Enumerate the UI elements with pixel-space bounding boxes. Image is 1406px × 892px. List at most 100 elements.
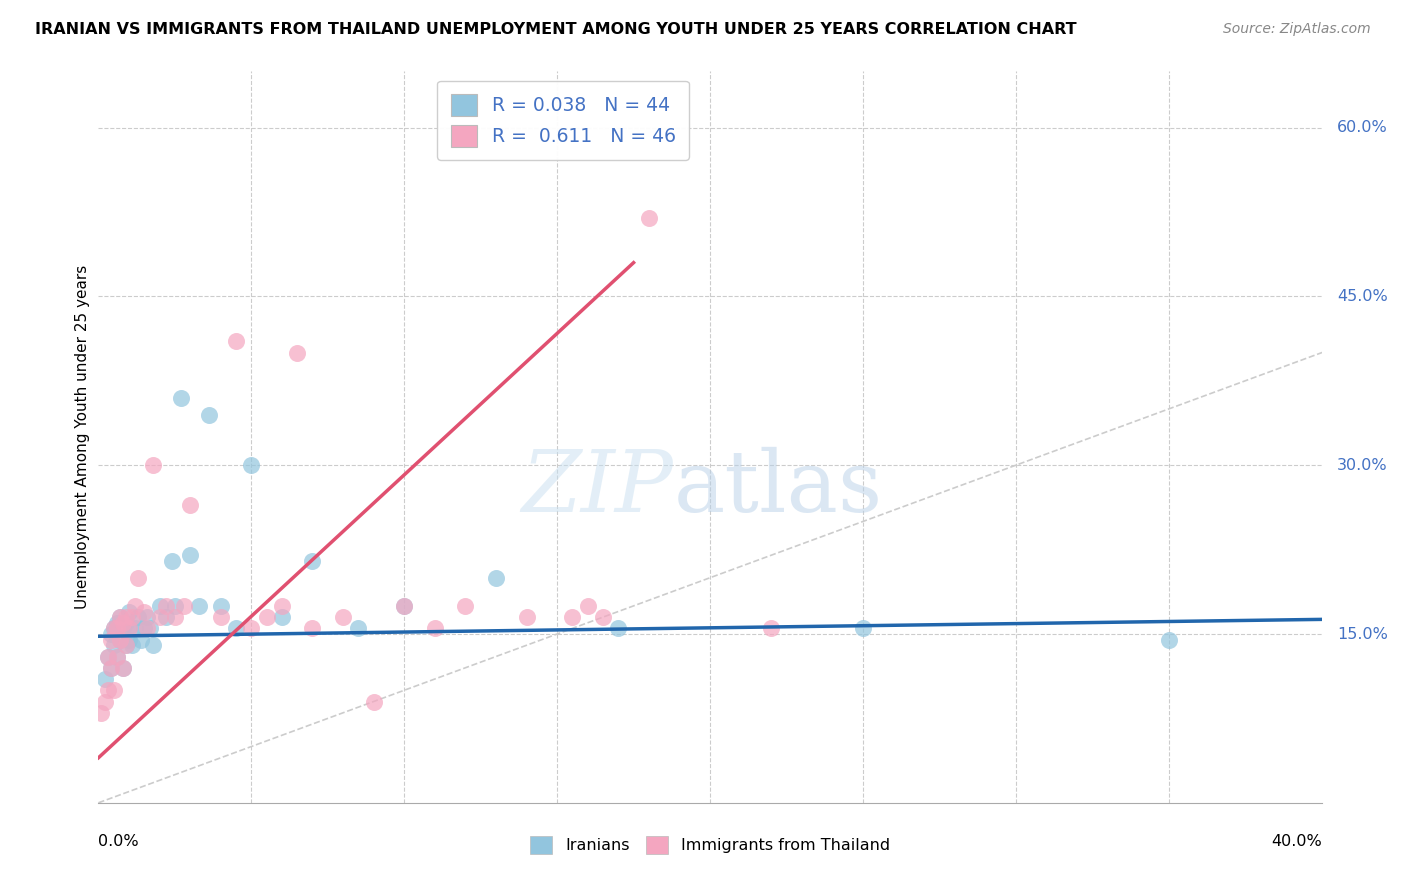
Point — [108, 632, 131, 647]
Point — [392, 599, 416, 613]
Point — [121, 610, 143, 624]
Point — [97, 649, 120, 664]
Point — [607, 621, 630, 635]
Point — [124, 599, 146, 613]
Point — [363, 694, 385, 708]
Point — [163, 599, 186, 613]
Point — [115, 610, 138, 624]
Text: 30.0%: 30.0% — [1337, 458, 1388, 473]
Point — [111, 661, 134, 675]
Point — [118, 632, 141, 647]
Point — [108, 610, 131, 624]
Point — [301, 554, 323, 568]
Point — [240, 458, 263, 473]
Point — [209, 599, 232, 613]
Point — [240, 621, 263, 635]
Point — [270, 610, 292, 624]
Point — [392, 599, 416, 613]
Point — [592, 610, 614, 624]
Text: 45.0%: 45.0% — [1337, 289, 1388, 304]
Point — [103, 621, 125, 635]
Point — [759, 621, 782, 635]
Point — [90, 706, 112, 720]
Point — [136, 610, 159, 624]
Point — [155, 610, 177, 624]
Point — [115, 638, 138, 652]
Point — [129, 632, 152, 647]
Point — [142, 638, 165, 652]
Text: 0.0%: 0.0% — [98, 833, 139, 848]
Point — [118, 605, 141, 619]
Point — [134, 621, 156, 635]
Point — [118, 621, 141, 635]
Text: 60.0%: 60.0% — [1337, 120, 1388, 135]
Legend: Iranians, Immigrants from Thailand: Iranians, Immigrants from Thailand — [523, 830, 897, 861]
Point — [423, 621, 446, 635]
Point — [127, 610, 149, 624]
Point — [209, 610, 232, 624]
Point — [118, 621, 141, 635]
Point — [136, 621, 159, 635]
Point — [103, 638, 125, 652]
Point — [115, 615, 138, 630]
Point — [179, 548, 201, 562]
Point — [179, 498, 201, 512]
Point — [637, 211, 661, 225]
Point — [516, 610, 538, 624]
Point — [197, 408, 219, 422]
Point — [160, 554, 183, 568]
Text: ZIP: ZIP — [522, 447, 673, 530]
Point — [256, 610, 278, 624]
Point — [100, 661, 122, 675]
Point — [149, 599, 172, 613]
Point — [485, 571, 508, 585]
Point — [1157, 632, 1180, 647]
Point — [347, 621, 370, 635]
Point — [155, 599, 177, 613]
Point — [170, 391, 193, 405]
Point — [576, 599, 599, 613]
Point — [105, 621, 128, 635]
Point — [115, 638, 138, 652]
Point — [188, 599, 211, 613]
Point — [111, 615, 134, 630]
Point — [121, 638, 143, 652]
Point — [225, 334, 247, 349]
Point — [111, 621, 134, 635]
Text: Source: ZipAtlas.com: Source: ZipAtlas.com — [1223, 22, 1371, 37]
Point — [105, 649, 128, 664]
Point — [111, 661, 134, 675]
Text: atlas: atlas — [673, 447, 883, 530]
Text: IRANIAN VS IMMIGRANTS FROM THAILAND UNEMPLOYMENT AMONG YOUTH UNDER 25 YEARS CORR: IRANIAN VS IMMIGRANTS FROM THAILAND UNEM… — [35, 22, 1077, 37]
Point — [285, 345, 308, 359]
Point — [93, 672, 115, 686]
Point — [93, 694, 115, 708]
Point — [270, 599, 292, 613]
Text: 15.0%: 15.0% — [1337, 626, 1388, 641]
Point — [149, 610, 172, 624]
Text: 40.0%: 40.0% — [1271, 833, 1322, 848]
Point — [301, 621, 323, 635]
Point — [105, 649, 128, 664]
Point — [163, 610, 186, 624]
Point — [142, 458, 165, 473]
Point — [127, 571, 149, 585]
Point — [454, 599, 477, 613]
Point — [97, 683, 120, 698]
Point — [108, 632, 131, 647]
Point — [103, 621, 125, 635]
Point — [139, 621, 162, 635]
Point — [173, 599, 195, 613]
Point — [108, 610, 131, 624]
Point — [852, 621, 875, 635]
Point — [103, 683, 125, 698]
Point — [225, 621, 247, 635]
Point — [561, 610, 583, 624]
Point — [332, 610, 354, 624]
Point — [105, 615, 128, 630]
Y-axis label: Unemployment Among Youth under 25 years: Unemployment Among Youth under 25 years — [75, 265, 90, 609]
Point — [100, 661, 122, 675]
Point — [124, 621, 146, 635]
Point — [134, 605, 156, 619]
Point — [100, 632, 122, 647]
